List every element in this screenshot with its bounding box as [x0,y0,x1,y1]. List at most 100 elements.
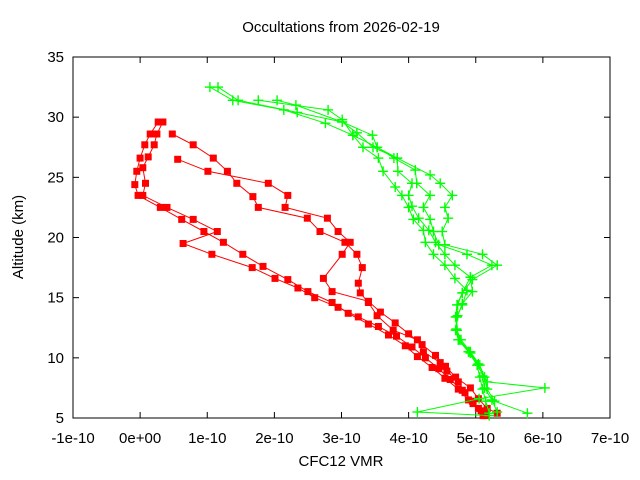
x-tick-label: 6e-10 [524,430,562,447]
square-marker [213,228,221,235]
square-marker [133,167,141,175]
square-marker [139,191,147,199]
square-marker [385,331,392,339]
square-marker [254,203,262,211]
square-marker [131,181,139,189]
series-line-occultation-green-1 [209,86,490,414]
square-marker [413,353,421,361]
square-marker [413,336,421,344]
square-marker [219,238,227,246]
square-marker [356,289,364,297]
x-tick-label: 0e+00 [119,430,161,447]
square-marker [374,323,382,330]
x-tick-label: 3e-10 [322,430,360,447]
square-marker [200,228,208,235]
square-marker [389,326,397,334]
square-marker [408,343,416,351]
x-tick-label: 2e-10 [255,430,293,447]
square-marker [259,262,267,270]
square-marker [364,297,372,305]
square-marker [248,264,256,272]
square-marker [393,332,400,340]
square-marker [328,288,336,296]
square-marker [419,348,427,356]
square-marker [233,179,241,187]
square-marker [441,374,449,382]
square-marker [141,141,149,149]
series-line-occultation-red-4 [177,158,498,414]
square-marker [461,389,469,397]
square-marker [223,167,231,175]
square-marker [418,341,426,349]
y-tick-label: 35 [47,49,64,66]
x-tick-label: -1e-10 [51,430,94,447]
square-marker [466,384,474,392]
square-marker [134,191,142,199]
square-marker [239,250,247,258]
x-tick-label: 4e-10 [389,430,427,447]
square-marker [338,250,346,258]
series-line-occultation-red-1 [134,121,484,416]
square-marker [249,193,257,201]
y-tick-label: 15 [47,290,64,307]
square-marker [428,364,436,371]
square-marker [353,250,361,258]
series-line-occultation-green-4 [276,99,545,417]
y-tick-label: 25 [47,169,64,186]
square-marker [208,250,216,258]
x-tick-label: 1e-10 [188,430,226,447]
x-axis-label: CFC12 VMR [298,453,383,470]
square-marker [150,141,158,149]
square-marker [354,279,362,287]
square-marker [264,179,272,187]
square-marker [354,313,362,321]
square-marker [159,118,167,126]
square-marker [304,288,312,296]
square-marker [294,284,302,292]
y-tick-label: 20 [47,230,64,247]
square-marker [271,274,279,282]
x-tick-label: 5e-10 [457,430,495,447]
square-marker [156,203,164,211]
square-marker [144,153,152,161]
square-marker [469,400,477,408]
square-marker [346,238,354,246]
square-marker [344,309,352,317]
square-marker [303,214,311,222]
plot-title: Occultations from 2026-02-19 [242,19,440,36]
square-marker [284,276,292,284]
square-marker [328,299,336,306]
square-marker [464,396,472,404]
square-marker [373,312,381,320]
square-marker [163,203,171,211]
square-marker [316,228,324,235]
square-marker [323,214,331,222]
plot-render-layer: -1e-10 0e+00 1e-10 2e-10 3e-10 4e-10 5e-10 6e-1… [47,49,629,447]
square-marker [432,351,439,359]
square-marker [391,319,399,327]
square-marker [481,410,489,418]
square-marker [319,274,327,282]
square-marker [204,167,212,175]
square-marker [341,238,349,246]
series-line-occultation-green-2 [217,86,498,413]
square-marker [483,404,491,412]
square-marker [178,215,186,223]
square-marker [284,191,292,199]
square-marker [364,320,372,328]
square-marker [139,164,147,172]
y-tick-label: 10 [47,350,64,367]
square-marker [281,203,289,211]
series-line-occultation-green-3 [258,99,528,414]
y-axis-label: Altitude (km) [10,195,27,279]
square-marker [401,342,409,350]
square-marker [311,294,319,302]
y-tick-label: 30 [47,109,64,126]
square-marker [189,215,197,223]
square-marker [442,362,449,370]
square-marker [443,367,451,375]
square-marker [452,373,460,381]
square-marker [189,141,197,149]
square-marker [435,365,443,373]
